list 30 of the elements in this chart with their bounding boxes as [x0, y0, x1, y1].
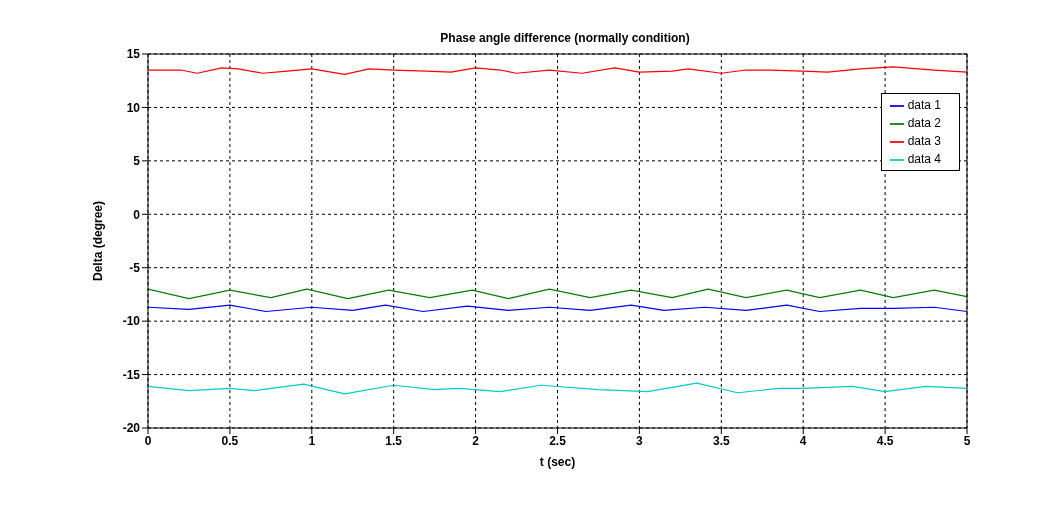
x-tick-label: 3.5 [712, 433, 730, 448]
y-tick-label: -10 [122, 314, 141, 329]
legend-label: data 4 [907, 152, 941, 166]
x-tick-label: 0 [144, 433, 152, 448]
y-tick-label: 10 [126, 100, 141, 115]
x-tick-label: 4 [799, 433, 807, 448]
x-tick-label: 1 [308, 433, 316, 448]
x-axis-title: t (sec) [539, 455, 576, 469]
x-tick-label: 5 [963, 433, 971, 448]
legend-label: data 1 [907, 98, 941, 112]
legend-label: data 2 [907, 116, 941, 130]
line-series [148, 288, 967, 300]
x-tick-label: 2 [472, 433, 480, 448]
chart-title: Phase angle difference (normally condition) [440, 31, 690, 45]
y-tick-label: -5 [129, 260, 141, 275]
legend-label: data 3 [907, 134, 941, 148]
line-series [148, 304, 967, 313]
x-tick-label: 3 [636, 433, 644, 448]
y-tick-label: 15 [126, 47, 141, 62]
line-series [148, 382, 967, 395]
x-tick-label: 2.5 [549, 433, 567, 448]
y-tick-label: -20 [122, 421, 141, 436]
y-tick-label: 0 [133, 207, 141, 222]
y-tick-label: -15 [122, 367, 141, 382]
y-tick-label: 5 [133, 154, 141, 169]
x-tick-label: 4.5 [876, 433, 894, 448]
x-tick-label: 0.5 [221, 433, 239, 448]
x-tick-label: 1.5 [385, 433, 403, 448]
line-series [148, 66, 967, 75]
y-axis-title: Delta (degree) [91, 200, 106, 282]
